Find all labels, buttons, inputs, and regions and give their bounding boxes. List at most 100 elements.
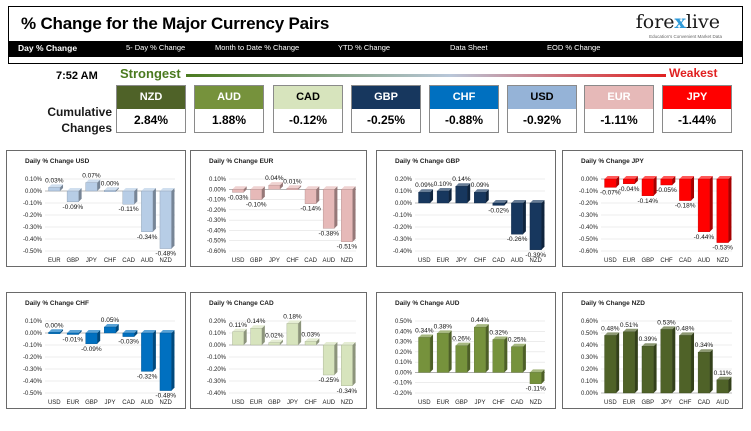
chart-gbp[interactable]: Daily % Change GBP 0.20% 0.10% 0.00% -0.10% -… [376, 150, 556, 267]
x-tick-label: NZD [160, 258, 173, 264]
bar-top [698, 349, 713, 353]
bar-top [604, 176, 620, 179]
data-label: -0.48% [155, 393, 176, 400]
currency-box-nzd[interactable]: NZD 2.84% [116, 85, 186, 133]
bar [492, 202, 505, 206]
bar-side [728, 176, 732, 243]
data-label: -0.14% [637, 198, 658, 205]
bar [122, 190, 135, 205]
x-tick-label: CHF [492, 400, 505, 406]
bar-side [430, 334, 434, 373]
y-tick-label: 0.00% [209, 343, 227, 349]
tab-data-sheet[interactable]: Data Sheet [450, 43, 488, 52]
bar-chart: 0.20% 0.10% 0.00% -0.10% -0.20% -0.30% -0.40% 0… [393, 176, 546, 264]
x-tick-label: USD [418, 258, 431, 264]
data-label: -0.38% [318, 230, 339, 237]
bar-top [492, 200, 508, 203]
tab-5day-change[interactable]: 5- Day % Change [126, 43, 186, 52]
currency-change-value: 1.88% [211, 113, 247, 127]
data-label: 0.25% [508, 337, 527, 344]
tab-eod-change[interactable]: EOD % Change [547, 43, 601, 52]
bar-side [352, 342, 356, 386]
bar-side [691, 332, 695, 393]
bar-side [134, 330, 138, 337]
currency-box-gbp[interactable]: GBP -0.25% [351, 85, 421, 133]
currency-change-value: 2.84% [133, 113, 169, 127]
y-tick-label: 0.10% [25, 177, 43, 183]
data-label: 0.53% [657, 319, 676, 326]
data-label: 0.01% [283, 178, 302, 185]
currency-change-value: -0.88% [444, 113, 484, 127]
y-tick-label: -0.30% [23, 225, 43, 231]
data-label: 0.51% [620, 322, 639, 329]
bar-side [334, 186, 338, 229]
bar-side [709, 349, 713, 393]
chart-chf[interactable]: Daily % Change CHF 0.10% 0.00% -0.10% -0.20%… [6, 292, 186, 409]
y-tick-label: 0.30% [395, 340, 413, 346]
bar-top [641, 176, 657, 179]
chart-eur[interactable]: Daily % Change EUR 0.10% 0.00% -0.10% -0.20%… [190, 150, 367, 267]
bar-side [485, 324, 489, 373]
forexlive-logo[interactable]: forexlive Education's Convenient Market … [635, 11, 722, 39]
y-tick-label: -0.20% [393, 391, 413, 397]
chart-cad[interactable]: Daily % Change CAD 0.20% 0.10% 0.00% -0.10% -… [190, 292, 367, 409]
tab-month-to-date[interactable]: Month to Date % Change [215, 43, 300, 52]
bar [268, 342, 281, 346]
y-tick-label: 0.20% [395, 177, 413, 183]
bar [232, 331, 244, 346]
x-tick-label: EUR [67, 400, 80, 406]
bar-top [660, 326, 676, 330]
bar [304, 189, 317, 204]
bar [250, 189, 263, 200]
x-tick-label: GBP [268, 400, 281, 406]
currency-code: EUR [585, 86, 653, 109]
bar-side [152, 188, 156, 232]
bar-side [134, 188, 138, 205]
y-tick-label: -0.20% [23, 213, 43, 219]
bar [697, 178, 710, 232]
tab-bar: Day % Change 5- Day % Change Month to Da… [8, 41, 743, 57]
data-label: -0.26% [507, 236, 528, 243]
chart-usd[interactable]: Daily % Change USD 0.10% 0.00% -0.10% -0.20%… [6, 150, 186, 267]
y-tick-label: -0.20% [207, 208, 227, 214]
bar [159, 190, 172, 249]
chart-nzd[interactable]: Daily % Change NZD 0.60% 0.50% 0.40% 0.30% 0.… [562, 292, 743, 409]
currency-code: USD [508, 86, 576, 109]
bar [660, 329, 673, 394]
bar-side [334, 342, 338, 375]
currency-box-cad[interactable]: CAD -0.12% [273, 85, 343, 133]
y-tick-label: 0.10% [395, 189, 413, 195]
bar-top [341, 342, 356, 345]
x-tick-label: GBP [250, 258, 263, 264]
currency-box-chf[interactable]: CHF -0.88% [429, 85, 499, 133]
chart-aud[interactable]: Daily % Change AUD 0.50% 0.40% 0.30% 0.20% 0.… [376, 292, 556, 409]
x-tick-label: CHF [474, 258, 487, 264]
currency-box-aud[interactable]: AUD 1.88% [194, 85, 264, 133]
currency-box-usd[interactable]: USD -0.92% [507, 85, 577, 133]
y-tick-label: -0.60% [579, 249, 599, 255]
tab-ytd-change[interactable]: YTD % Change [338, 43, 391, 52]
bar-top [268, 339, 283, 343]
x-tick-label: EUR [437, 258, 450, 264]
x-tick-label: AUD [141, 258, 154, 264]
bar-side [634, 328, 638, 393]
bar-top [455, 342, 471, 346]
bar-side [78, 330, 82, 335]
currency-box-jpy[interactable]: JPY -1.44% [662, 85, 732, 133]
y-tick-label: 0.00% [25, 331, 43, 337]
tab-day-change[interactable]: Day % Change [18, 42, 78, 53]
y-tick-label: 0.20% [581, 367, 599, 373]
chart-jpy[interactable]: Daily % Change JPY 0.00% -0.10% -0.20% -0.30… [562, 150, 743, 267]
currency-code: NZD [117, 86, 185, 109]
bar-top [268, 182, 283, 186]
data-label: -0.09% [81, 346, 102, 353]
bar-top [529, 200, 545, 203]
x-tick-label: EUR [48, 258, 61, 264]
bar-side [115, 187, 119, 192]
bar-side [448, 188, 452, 203]
y-tick-label: 0.30% [581, 355, 599, 361]
y-tick-label: -0.10% [393, 381, 413, 387]
currency-box-eur[interactable]: EUR -1.11% [584, 85, 654, 133]
bar [679, 178, 692, 201]
bar-side [261, 186, 265, 200]
